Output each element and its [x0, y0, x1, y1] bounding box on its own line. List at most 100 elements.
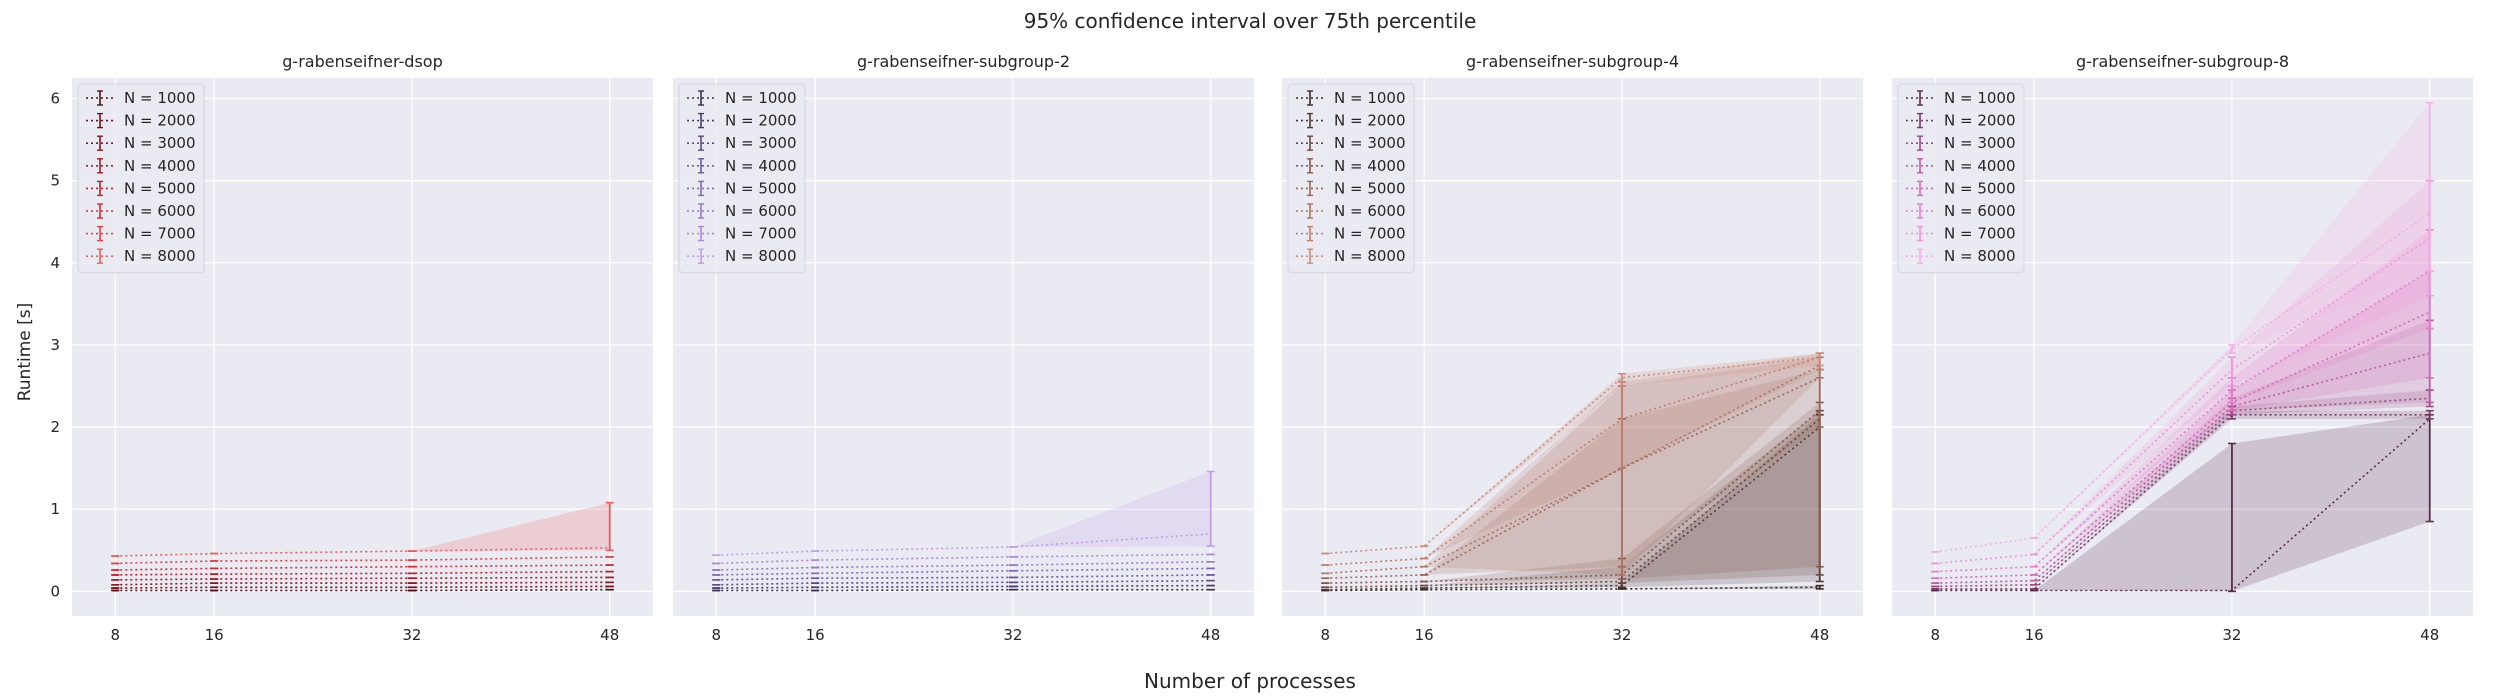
series-line — [1935, 397, 2430, 588]
legend-item: N = 3000 — [1296, 134, 1406, 152]
legend-label: N = 3000 — [1334, 134, 1406, 152]
legend-box — [678, 83, 806, 274]
series-line — [1935, 413, 2430, 590]
legend-box — [77, 83, 205, 274]
series-line — [115, 588, 610, 592]
series-line — [716, 588, 1211, 592]
legend-item: N = 1000 — [1296, 89, 1406, 107]
ci-band — [1935, 320, 2430, 584]
x-tick-label: 32 — [2222, 626, 2241, 644]
series-line — [1325, 410, 1821, 584]
legend: N = 1000 N = 2000 N = 3000 N = 4000 N = 5000… — [678, 83, 806, 274]
series-line — [1935, 270, 2431, 573]
legend-item: N = 1000 — [687, 89, 797, 107]
legend-item: N = 2000 — [1296, 112, 1406, 130]
legend-item: N = 2000 — [687, 112, 797, 130]
legend-box — [1287, 83, 1415, 274]
legend-item: N = 7000 — [86, 225, 196, 243]
legend-item: N = 3000 — [687, 134, 797, 152]
legend-label: N = 5000 — [1944, 179, 2016, 197]
legend-item: N = 8000 — [1296, 247, 1406, 265]
ci-band — [115, 502, 610, 556]
x-tick-label: 16 — [2025, 626, 2044, 644]
x-tick-label: 48 — [2420, 626, 2439, 644]
series-line — [716, 579, 1211, 586]
legend: N = 1000 N = 2000 N = 3000 N = 4000 N = 5000… — [1287, 83, 1415, 274]
series-line — [115, 547, 610, 557]
legend-item: N = 7000 — [1296, 225, 1406, 243]
legend-label: N = 3000 — [725, 134, 797, 152]
legend-label: N = 2000 — [1334, 112, 1406, 130]
legend-item: N = 6000 — [1296, 202, 1406, 220]
legend-label: N = 5000 — [1334, 179, 1406, 197]
series-line — [115, 556, 610, 565]
legend-label: N = 5000 — [124, 179, 196, 197]
figure-ylabel: Runtime [s] — [15, 303, 35, 402]
series-line — [1325, 377, 1821, 579]
legend-label: N = 6000 — [1334, 202, 1406, 220]
series-line — [115, 585, 610, 589]
legend-item: N = 8000 — [86, 247, 196, 265]
legend-item: N = 6000 — [1906, 202, 2016, 220]
legend-label: N = 7000 — [725, 225, 797, 243]
legend-label: N = 6000 — [725, 202, 797, 220]
legend-label: N = 7000 — [1334, 225, 1406, 243]
legend-item: N = 5000 — [687, 179, 797, 197]
legend-label: N = 1000 — [1944, 89, 2016, 107]
series-line — [115, 570, 610, 576]
legend-item: N = 7000 — [687, 225, 797, 243]
legend-label: N = 3000 — [124, 134, 196, 152]
x-tick-label: 32 — [1612, 626, 1631, 644]
x-tick-label: 48 — [600, 626, 619, 644]
ci-band — [1935, 271, 2430, 579]
x-tick-label: 32 — [402, 626, 421, 644]
legend-item: N = 3000 — [1906, 134, 2016, 152]
legend-label: N = 4000 — [124, 157, 196, 175]
series-line — [716, 533, 1211, 556]
series-line — [716, 584, 1211, 589]
x-tick-label: 8 — [1930, 626, 1940, 644]
y-tick-label: 4 — [50, 254, 60, 272]
legend-item: N = 4000 — [687, 157, 797, 175]
ci-band — [1325, 353, 1820, 566]
x-tick-label: 48 — [1201, 626, 1220, 644]
legend-label: N = 2000 — [725, 112, 797, 130]
legend-label: N = 7000 — [1944, 225, 2016, 243]
legend-label: N = 4000 — [1334, 157, 1406, 175]
series-line — [115, 581, 610, 586]
ci-band — [1935, 414, 2430, 592]
panel-title: g-rabenseifner-subgroup-2 — [857, 52, 1070, 71]
ci-band — [1325, 402, 1820, 584]
panel-title: g-rabenseifner-subgroup-4 — [1466, 52, 1679, 71]
legend-box — [1897, 83, 2025, 274]
legend-item: N = 4000 — [86, 157, 196, 175]
legend: N = 1000 N = 2000 N = 3000 N = 4000 N = 5000… — [77, 83, 205, 274]
y-tick-label: 5 — [50, 172, 60, 190]
legend-label: N = 3000 — [1944, 134, 2016, 152]
ci-band — [716, 471, 1211, 556]
legend-item: N = 2000 — [1906, 112, 2016, 130]
x-tick-label: 16 — [1415, 626, 1434, 644]
series-line — [1325, 364, 1821, 575]
legend-label: N = 8000 — [1944, 247, 2016, 265]
legend-label: N = 4000 — [725, 157, 797, 175]
legend-item: N = 5000 — [1906, 179, 2016, 197]
legend-label: N = 1000 — [1334, 89, 1406, 107]
legend-item: N = 1000 — [1906, 89, 2016, 107]
series-line — [716, 561, 1211, 571]
y-tick-label: 2 — [50, 418, 60, 436]
legend-item: N = 6000 — [86, 202, 196, 220]
legend-item: N = 1000 — [86, 89, 196, 107]
legend-label: N = 2000 — [124, 112, 196, 130]
legend-item: N = 4000 — [1906, 157, 2016, 175]
series-line — [115, 576, 610, 581]
series-line — [1935, 352, 2430, 584]
series-line — [1935, 311, 2431, 579]
y-tick-label: 0 — [50, 582, 60, 600]
legend-item: N = 5000 — [1296, 179, 1406, 197]
legend-label: N = 8000 — [124, 247, 196, 265]
x-tick-label: 8 — [1320, 626, 1330, 644]
series-line — [716, 567, 1211, 576]
